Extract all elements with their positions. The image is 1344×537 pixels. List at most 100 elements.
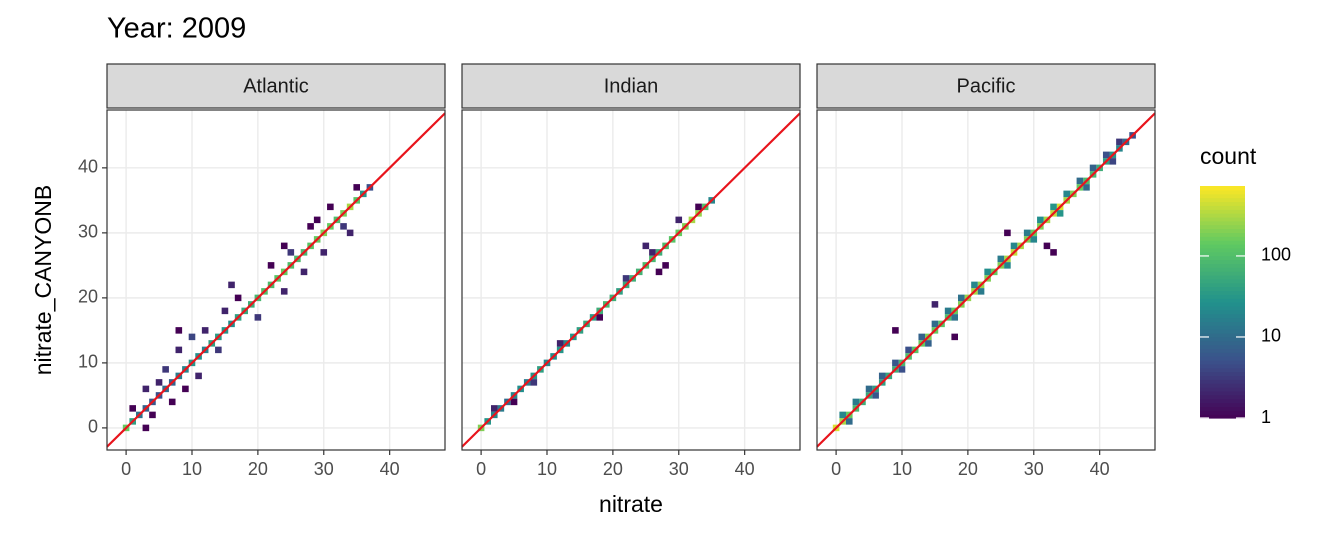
bin [1030, 236, 1038, 243]
bin [168, 398, 176, 406]
y-tick-label: 10 [78, 352, 98, 372]
colorbar-segment [1200, 317, 1245, 322]
colorbar-segment [1200, 193, 1245, 199]
bin [839, 411, 846, 419]
chart-title: Year: 2009 [107, 13, 246, 45]
bin [182, 385, 189, 393]
colorbar-segment [1200, 294, 1245, 299]
bin [931, 320, 939, 328]
bin [951, 314, 958, 321]
bin [997, 255, 1005, 263]
bin [215, 346, 222, 354]
bin [228, 281, 235, 289]
facet-label: Atlantic [243, 75, 309, 97]
colorbar-segment [1200, 398, 1245, 404]
colorbar-segment [1200, 402, 1245, 407]
colorbar-segment [1200, 332, 1245, 338]
bin [195, 372, 202, 380]
colorbar-segment [1200, 348, 1245, 353]
colorbar-segment [1200, 414, 1245, 419]
bin [852, 398, 860, 406]
x-tick-label: 30 [314, 459, 334, 479]
colorbar-segment [1200, 274, 1245, 280]
colorbar-segment [1200, 375, 1245, 380]
x-tick-label: 40 [1090, 459, 1110, 479]
bin [280, 288, 288, 295]
colorbar-segment [1200, 213, 1245, 218]
colorbar-segment [1200, 302, 1245, 307]
bin [977, 288, 985, 295]
bin [142, 385, 150, 393]
identity-line [106, 112, 446, 448]
bin [892, 359, 899, 367]
x-tick-label: 30 [1024, 459, 1044, 479]
bin [649, 249, 656, 256]
colorbar-segment [1200, 236, 1245, 241]
bin [201, 327, 209, 334]
colorbar-segment [1200, 363, 1245, 369]
colorbar-segment [1200, 325, 1245, 330]
bin [307, 223, 314, 230]
bin [642, 242, 650, 250]
colorbar-segment [1200, 263, 1245, 268]
bin [340, 223, 347, 230]
facet-label: Pacific [957, 75, 1016, 97]
colorbar-segment [1200, 367, 1245, 373]
colorbar-segment [1200, 197, 1245, 203]
colorbar-segment [1200, 406, 1245, 411]
strip [461, 63, 801, 109]
bin [931, 301, 939, 308]
bin [951, 333, 958, 341]
x-axis-label: nitrate [599, 491, 663, 517]
bin [1050, 203, 1057, 211]
colorbar-segment [1200, 329, 1245, 334]
panel-border [106, 109, 446, 451]
bin [313, 216, 321, 224]
bin [971, 281, 978, 289]
bin [622, 275, 630, 282]
colorbar-segment [1200, 356, 1245, 361]
x-tick-label: 20 [248, 459, 268, 479]
colorbar-segment [1200, 305, 1245, 311]
bin [845, 418, 853, 425]
colorbar-segment [1200, 251, 1245, 257]
bin [655, 268, 663, 276]
strip [106, 63, 446, 109]
colorbar-segment [1200, 232, 1245, 237]
colorbar-segment [1200, 309, 1245, 315]
colorbar-segment [1200, 186, 1245, 191]
colorbar-segment [1200, 383, 1245, 388]
bin [905, 346, 912, 354]
colorbar-segment [1200, 390, 1245, 396]
bin [892, 327, 899, 334]
bin [675, 216, 683, 224]
colorbar-segment [1200, 340, 1245, 346]
colorbar-segment [1200, 244, 1245, 249]
x-tick-label: 10 [182, 459, 202, 479]
bin [1109, 158, 1117, 165]
bin [1004, 229, 1011, 237]
bin [1056, 210, 1064, 217]
bin [1102, 151, 1110, 159]
x-tick-label: 40 [380, 459, 400, 479]
colorbar-segment [1200, 205, 1245, 210]
colorbar-segment [1200, 336, 1245, 342]
colorbar-segment [1200, 216, 1245, 222]
bin [556, 340, 564, 347]
identity-line [461, 112, 801, 448]
bin [234, 294, 242, 302]
x-tick-label: 20 [958, 459, 978, 479]
bin [596, 314, 603, 321]
bin [984, 268, 991, 276]
bin [149, 411, 156, 419]
colorbar-segment [1200, 352, 1245, 357]
y-tick-label: 30 [78, 222, 98, 242]
bin [175, 346, 183, 354]
bin [142, 424, 150, 432]
colorbar-title: count [1200, 143, 1257, 169]
colorbar-segment [1200, 387, 1245, 392]
colorbar-segment [1200, 271, 1245, 276]
colorbar-segment [1200, 298, 1245, 303]
bin [1076, 177, 1084, 185]
